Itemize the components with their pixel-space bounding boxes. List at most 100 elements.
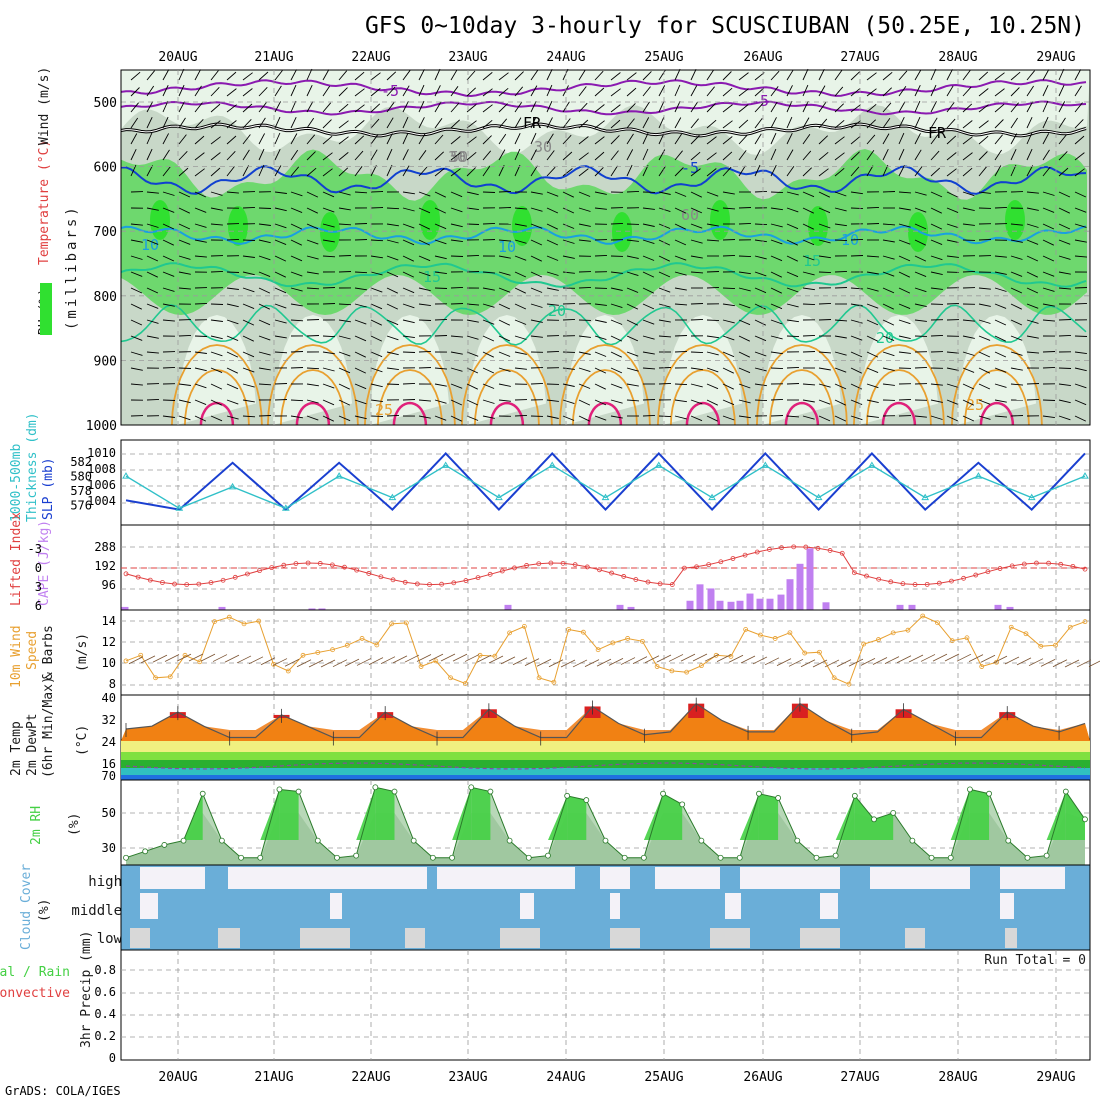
wind-barb: [690, 85, 698, 97]
wind-barb: [434, 271, 447, 275]
wind-barb: [162, 133, 169, 145]
wind-barb: [226, 120, 237, 129]
wind-panel: 10m Wind Speed & Barbs (m/s): [9, 625, 90, 688]
wind-barb: [130, 319, 143, 326]
wind-barb: [258, 367, 271, 371]
wind-barb: [498, 207, 512, 209]
surface-wind-barb: [500, 656, 516, 665]
wind-barb: [306, 271, 319, 275]
wind-barb: [994, 303, 1007, 309]
wind-barb: [866, 271, 879, 275]
wind-barb: [1058, 334, 1072, 337]
wind-barb: [978, 415, 991, 420]
isotherm-warm-dome: [587, 401, 623, 426]
wind-barb: [530, 382, 544, 385]
wind-barb: [786, 100, 793, 113]
wind-barb: [610, 72, 621, 81]
wind-barb: [274, 399, 288, 401]
wind-barb: [802, 351, 816, 353]
wind-barb: [786, 271, 799, 278]
wind-barb: [450, 152, 461, 161]
li-point: [936, 580, 942, 586]
wind-barb: [850, 367, 862, 374]
wind-barb: [578, 415, 590, 422]
thickness-point: [495, 493, 503, 501]
wind-barb: [706, 152, 717, 161]
cape-bar: [1006, 606, 1014, 610]
wind-barb: [594, 120, 605, 129]
wind-barb: [258, 271, 271, 278]
thickness-point: [761, 461, 770, 468]
isotherm-warm-dome: [769, 369, 835, 426]
wind-barb: [338, 70, 348, 81]
wind-barb: [530, 303, 543, 308]
wind-barb: [130, 87, 140, 97]
slp-thickness-panel: 1000-500mb Thickness (dm) SLP (mb): [9, 412, 56, 522]
wind-barb: [242, 367, 255, 373]
wind-barb: [1026, 319, 1039, 324]
rh-point: [276, 786, 283, 793]
wind-barb: [194, 152, 205, 161]
temp-color-band: [121, 760, 1090, 768]
li-point: [1021, 561, 1027, 567]
wind-barb: [578, 168, 589, 177]
wind-barb: [642, 303, 655, 310]
wind-barb: [194, 135, 205, 145]
wind-barb: [962, 86, 972, 97]
wind-barb: [642, 335, 655, 340]
wind-barb: [402, 239, 415, 246]
wind-barb: [162, 303, 175, 307]
wind-barb: [834, 351, 847, 356]
precip-panel: Total / Rain Convective 3hr Precip (mm) …: [0, 931, 1086, 1048]
wind-barb: [594, 415, 607, 421]
wind-barb: [754, 164, 761, 177]
thickness-line: [125, 464, 1086, 510]
wind-barb: [722, 120, 733, 129]
date-label-top: 21AUG: [254, 50, 293, 65]
surface-wind-barb: [788, 658, 804, 667]
wind-barb: [946, 415, 959, 422]
wind-barb: [546, 166, 556, 177]
li-point: [803, 544, 809, 550]
surface-wind-barb: [776, 658, 792, 666]
wind-barb: [818, 223, 831, 229]
li-point: [1082, 566, 1088, 572]
wind-barb: [450, 399, 463, 406]
wind-label-2: Speed: [25, 631, 40, 670]
wind-barb: [1042, 287, 1055, 292]
wind-barb: [754, 287, 767, 294]
wind-barb: [306, 383, 319, 387]
wind-barb: [370, 415, 384, 417]
cloud-mid-gap: [140, 893, 158, 919]
wind-barb: [818, 191, 830, 198]
wind-barb: [1042, 207, 1055, 213]
rh-saturated-cell: [512, 206, 532, 246]
wind-barb: [514, 351, 527, 355]
surface-wind-barb: [488, 655, 504, 664]
wind-barb: [130, 164, 137, 177]
pressure-tick-label: 600: [94, 161, 117, 176]
wind-barb: [242, 287, 255, 293]
wind-barb: [274, 255, 287, 262]
rh-point: [123, 854, 129, 861]
wind-barb: [578, 239, 591, 242]
date-label-bottom: 29AUG: [1036, 1070, 1075, 1085]
wind-barb: [1074, 335, 1088, 337]
wind-barb: [1010, 133, 1018, 145]
wind-barb: [1042, 319, 1056, 322]
wind-barb: [418, 223, 430, 230]
wind-barb: [242, 103, 253, 113]
wind-barb: [834, 270, 848, 273]
li-point: [244, 571, 250, 577]
surface-wind-barb: [1016, 657, 1032, 666]
upper-axis-label: (millibars): [64, 204, 80, 330]
wind-barb: [338, 223, 352, 226]
rh-saturated-cell: [1005, 200, 1025, 240]
wind-barb: [386, 287, 398, 294]
wind-barb: [242, 165, 249, 177]
surface-wind-barb: [968, 654, 984, 662]
wind-speed-point: [802, 650, 808, 656]
wind-barb: [610, 88, 621, 97]
wind-barb: [466, 303, 480, 306]
slp-label-3: SLP (mb): [41, 457, 56, 520]
